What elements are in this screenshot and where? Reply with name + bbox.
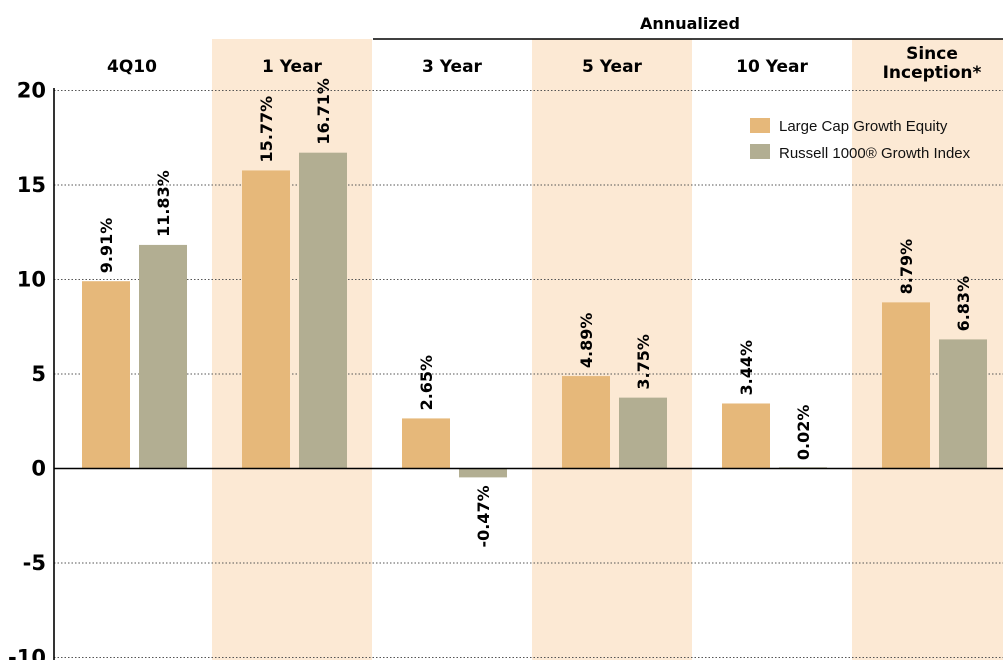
category-label: 3 Year [422,57,482,77]
data-label: 0.02% [794,405,813,461]
y-tick-label: 10 [17,268,46,292]
data-label: 9.91% [97,218,116,274]
bar-russell-3 [619,397,667,469]
bar-large-cap-0 [82,281,130,469]
category-label: 4Q10 [107,57,157,77]
y-tick-label: 5 [31,362,46,386]
category-band [532,39,692,660]
y-tick-label: 15 [17,173,46,197]
data-label: 6.83% [954,276,973,332]
y-tick-label: 0 [31,457,46,481]
bar-russell-5 [939,339,987,469]
legend-swatch-large-cap [750,118,770,133]
bar-large-cap-4 [722,403,770,469]
bar-large-cap-5 [882,302,930,469]
data-label: 15.77% [257,96,276,163]
category-label: 1 Year [262,57,322,77]
bar-large-cap-1 [242,170,290,469]
category-label: 5 Year [582,57,642,77]
category-label: 10 Year [736,57,808,77]
y-tick-label: -5 [23,551,46,575]
bar-russell-0 [139,244,187,469]
data-label: 3.44% [737,340,756,396]
bar-russell-1 [299,152,347,469]
legend-label-russell: Russell 1000® Growth Index [779,145,971,162]
data-label: 8.79% [897,239,916,295]
y-tick-label: 20 [17,79,46,103]
data-label: 2.65% [417,355,436,411]
y-tick-label: -10 [8,646,46,660]
legend-swatch-russell [750,144,770,159]
category-label: Since Inception* [883,44,982,83]
bar-russell-2 [459,468,507,478]
legend-label-large-cap: Large Cap Growth Equity [779,118,948,135]
category-band [212,39,372,660]
data-label: 11.83% [154,170,173,237]
annualized-header: Annualized [640,14,740,33]
data-label: 16.71% [314,78,333,145]
data-label: 4.89% [577,313,596,369]
bar-large-cap-3 [562,376,610,469]
data-label: 3.75% [634,334,653,390]
legend: Large Cap Growth Equity Russell 1000® Gr… [750,118,971,162]
data-label: -0.47% [474,485,493,547]
bar-large-cap-2 [402,418,450,469]
